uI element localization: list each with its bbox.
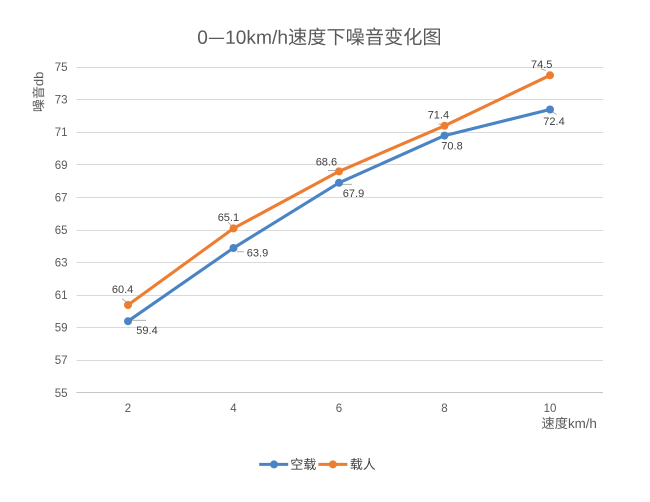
svg-text:8: 8 xyxy=(441,403,447,415)
svg-text:72.4: 72.4 xyxy=(543,116,564,128)
svg-text:59: 59 xyxy=(55,323,68,335)
svg-text:67: 67 xyxy=(55,192,68,204)
svg-text:75: 75 xyxy=(55,62,68,74)
svg-text:71: 71 xyxy=(55,127,68,139)
svg-text:71.4: 71.4 xyxy=(428,110,449,122)
svg-text:67.9: 67.9 xyxy=(343,188,364,200)
svg-text:70.8: 70.8 xyxy=(441,140,462,152)
svg-text:59.4: 59.4 xyxy=(136,325,157,337)
svg-text:57: 57 xyxy=(55,355,68,367)
svg-text:60.4: 60.4 xyxy=(112,284,133,296)
svg-text:74.5: 74.5 xyxy=(531,59,552,71)
svg-text:63.9: 63.9 xyxy=(247,247,268,259)
svg-text:10: 10 xyxy=(544,403,557,415)
svg-text:65: 65 xyxy=(55,225,68,237)
svg-text:65.1: 65.1 xyxy=(218,212,239,224)
svg-text:6: 6 xyxy=(336,403,342,415)
svg-text:68.6: 68.6 xyxy=(316,157,337,169)
svg-text:55: 55 xyxy=(55,388,68,400)
svg-text:63: 63 xyxy=(55,258,68,270)
svg-text:73: 73 xyxy=(55,95,68,107)
svg-text:61: 61 xyxy=(55,290,68,302)
svg-text:2: 2 xyxy=(125,403,131,415)
svg-text:4: 4 xyxy=(230,403,237,415)
svg-text:69: 69 xyxy=(55,160,68,172)
